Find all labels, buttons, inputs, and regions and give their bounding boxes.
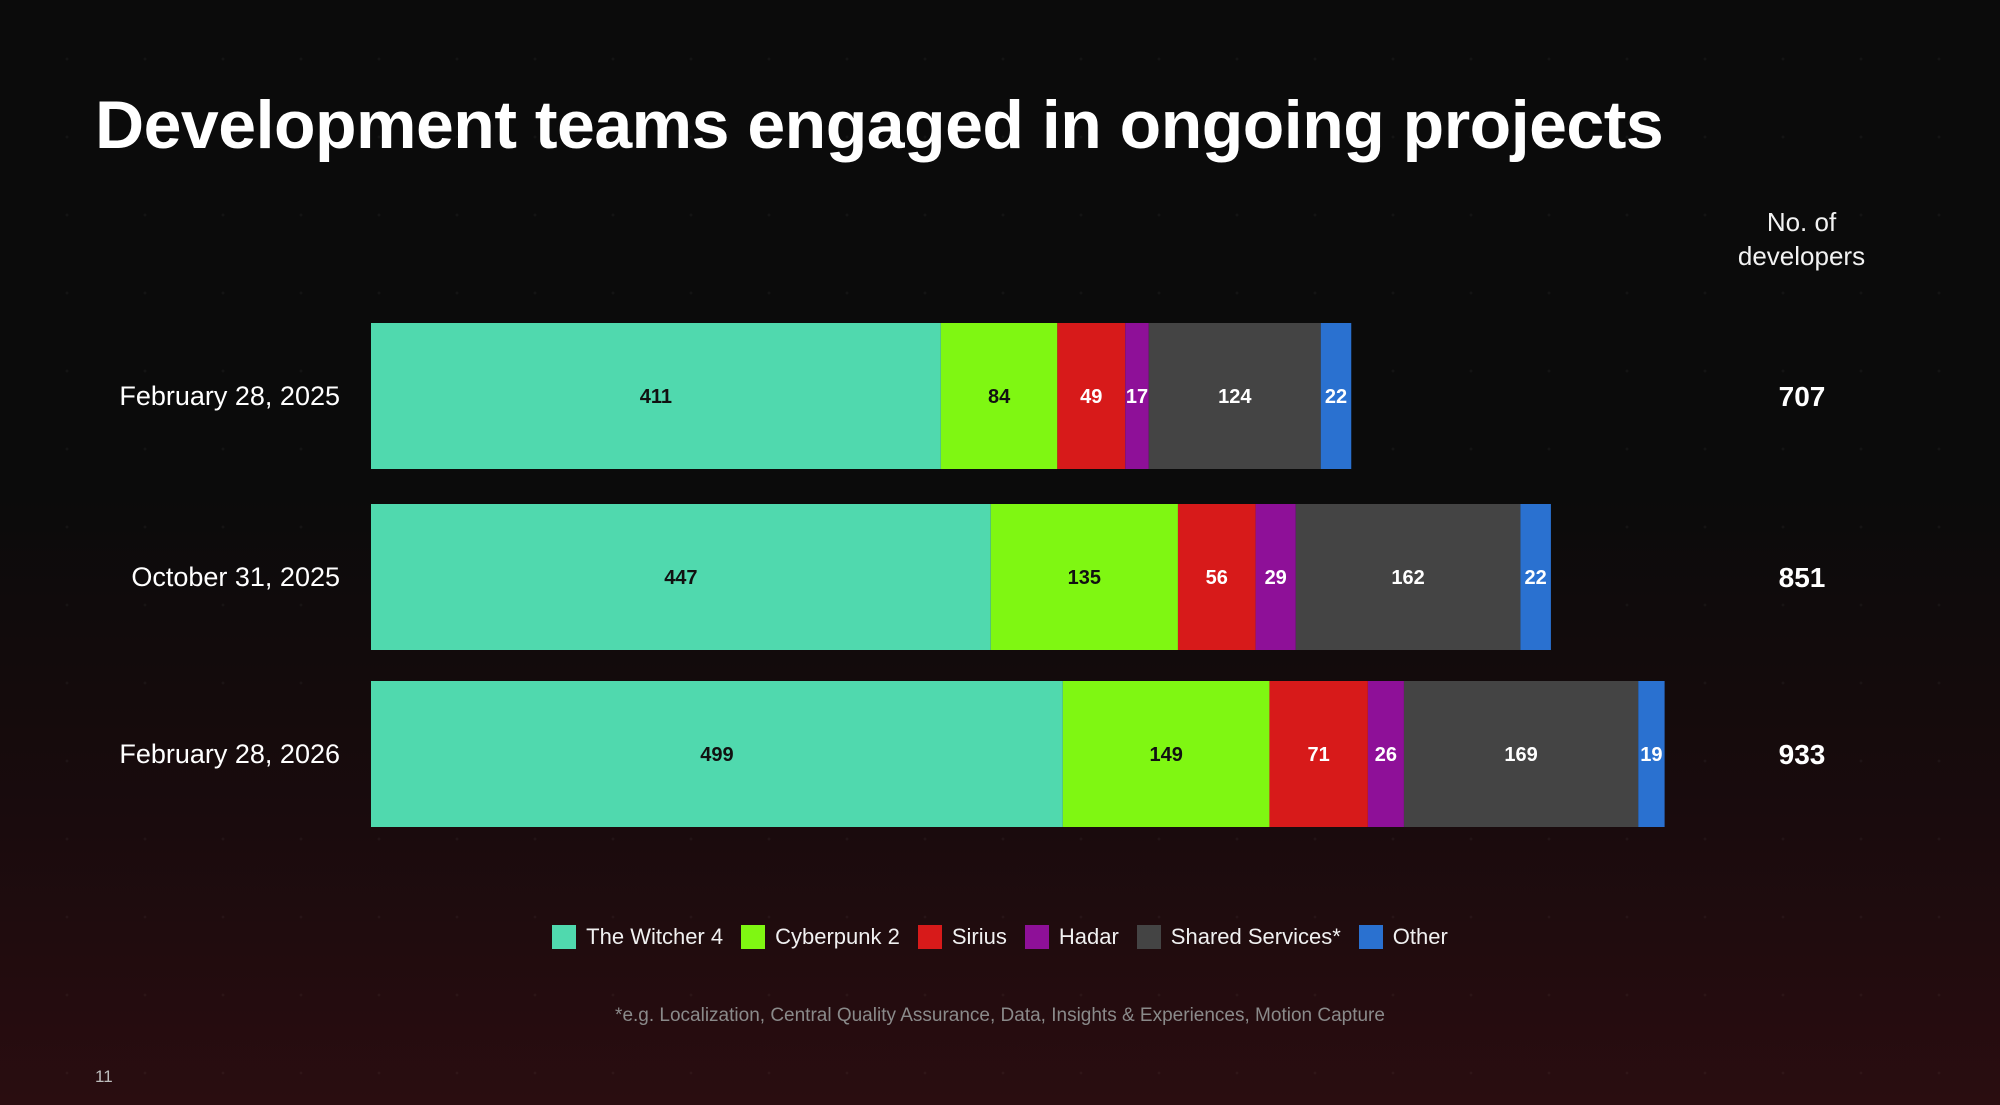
- totals-column-header: No. of developers: [1700, 205, 1903, 273]
- legend-label: Sirius: [951, 924, 1007, 949]
- bar-segment: [371, 681, 1063, 827]
- bar-segment: [1062, 681, 1270, 827]
- bar-segment: [1057, 323, 1126, 469]
- bar-segment: [1295, 504, 1521, 650]
- row-total-label: 707: [1779, 381, 1826, 412]
- legend-swatch: [741, 925, 766, 949]
- bar-segment: [1125, 323, 1149, 469]
- legend-label: Hadar: [1058, 924, 1119, 949]
- bar-value-label: 149: [1149, 744, 1182, 766]
- legend-item: Cyberpunk 2: [741, 924, 900, 950]
- bar-segment: [940, 323, 1058, 469]
- bar-segment: [371, 323, 941, 469]
- bar-value-label: 499: [700, 744, 733, 766]
- totals-header-line-1: No. of: [1766, 207, 1837, 237]
- bar-segment: [1638, 681, 1665, 827]
- row-total-label: 851: [1779, 562, 1826, 593]
- bar-segment: [1177, 504, 1256, 650]
- bar-value-label: 447: [664, 567, 697, 589]
- legend-swatch: [1136, 925, 1161, 949]
- bar-value-label: 411: [640, 386, 672, 408]
- bar-segment: [1255, 504, 1296, 650]
- bar-value-label: 135: [1068, 567, 1101, 589]
- bar-value-label: 22: [1525, 567, 1547, 589]
- totals-header-line-2: developers: [1737, 241, 1866, 271]
- legend-item: The Witcher 4: [552, 924, 723, 950]
- bar-value-label: 29: [1265, 567, 1287, 589]
- chart-legend: The Witcher 4 Cyberpunk 2 Sirius Hadar Share…: [0, 924, 2000, 950]
- row-total-label: 933: [1779, 739, 1826, 770]
- legend-swatch: [1358, 925, 1383, 949]
- page-title: Development teams engaged in ongoing pro…: [95, 87, 1664, 163]
- bar-segment: [1269, 681, 1368, 827]
- category-label: February 28, 2025: [119, 381, 340, 411]
- bar-value-label: 19: [1640, 744, 1662, 766]
- legend-swatch: [917, 925, 942, 949]
- bar-segment: [371, 504, 991, 650]
- legend-swatch: [1024, 925, 1049, 949]
- legend-swatch: [552, 925, 577, 949]
- legend-item: Sirius: [917, 924, 1007, 950]
- legend-item: Other: [1358, 924, 1448, 950]
- bar-segment: [990, 504, 1178, 650]
- bar-value-label: 84: [988, 386, 1011, 408]
- bar-value-label: 124: [1218, 386, 1252, 408]
- footnote: *e.g. Localization, Central Quality Assu…: [615, 1005, 1385, 1026]
- bar-segment: [1403, 681, 1639, 827]
- legend-item: Shared Services*: [1136, 924, 1341, 950]
- category-label: October 31, 2025: [131, 562, 340, 592]
- bar-segment: [1148, 323, 1321, 469]
- bar-segment: [1320, 323, 1352, 469]
- bar-value-label: 26: [1375, 744, 1397, 766]
- page-number: 11: [95, 1067, 113, 1086]
- bar-value-label: 162: [1391, 567, 1424, 589]
- bar-value-label: 17: [1126, 386, 1148, 408]
- bar-value-label: 22: [1325, 386, 1347, 408]
- legend-label: Other: [1392, 924, 1448, 949]
- bar-value-label: 71: [1308, 744, 1330, 766]
- legend-label: Shared Services*: [1170, 924, 1341, 949]
- bar-value-label: 56: [1206, 567, 1228, 589]
- legend-item: Hadar: [1024, 924, 1119, 950]
- bar-segment: [1520, 504, 1551, 650]
- category-label: February 28, 2026: [119, 739, 340, 769]
- bar-value-label: 49: [1080, 386, 1102, 408]
- legend-label: Cyberpunk 2: [775, 924, 900, 949]
- bar-value-label: 169: [1504, 744, 1537, 766]
- legend-label: The Witcher 4: [586, 924, 724, 949]
- bar-segment: [1367, 681, 1404, 827]
